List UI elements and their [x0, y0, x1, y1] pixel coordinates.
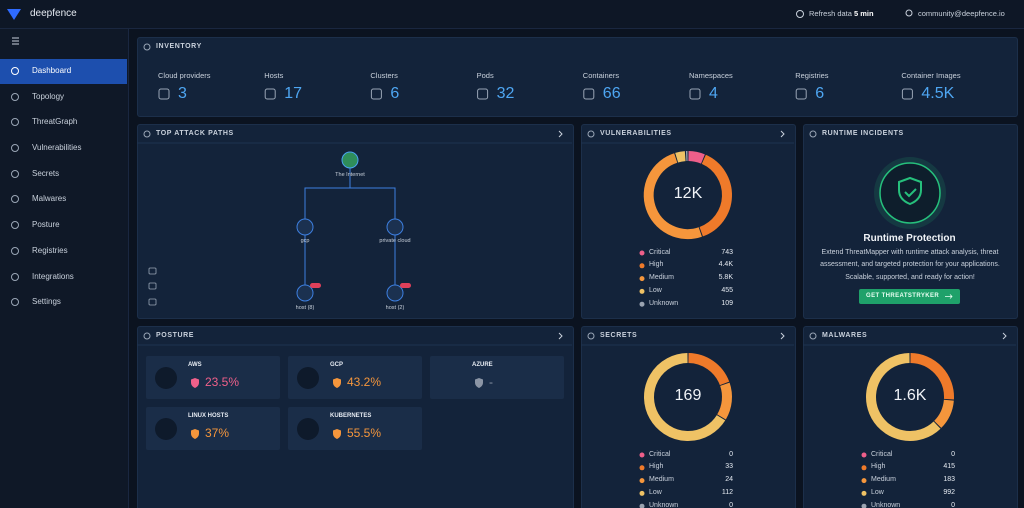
inventory-value: 32	[496, 85, 515, 102]
legend-label: High	[871, 463, 886, 471]
legend-label: Medium	[649, 476, 674, 484]
refresh-label[interactable]: Refresh data	[809, 9, 852, 18]
provider-name: KUBERNETES	[330, 413, 372, 419]
nav-item[interactable]: Secrets	[32, 169, 60, 178]
panel-title: POSTURE	[156, 332, 195, 339]
legend-value: 5.8K	[718, 274, 733, 282]
panel-title: RUNTIME INCIDENTS	[822, 130, 904, 137]
nav-item[interactable]: ThreatGraph	[32, 117, 78, 126]
panel	[137, 37, 1018, 117]
legend-label: Low	[649, 488, 662, 496]
legend-value: 455	[721, 286, 733, 294]
legend-label: Low	[649, 286, 662, 294]
inventory-label: Cloud providers	[158, 71, 211, 80]
runtime-heading: Runtime Protection	[863, 233, 956, 244]
legend-value: 24	[725, 476, 733, 484]
donut-total: 12K	[673, 185, 703, 202]
inventory-label: Pods	[476, 71, 494, 80]
cta-button[interactable]	[859, 289, 960, 304]
panel	[137, 124, 574, 319]
panel-title: VULNERABILITIES	[600, 130, 672, 137]
panel-title: TOP ATTACK PATHS	[156, 130, 234, 137]
inventory-value: 4	[709, 85, 718, 102]
legend-label: Unknown	[871, 501, 901, 508]
inventory-value: 17	[284, 85, 302, 102]
nav-item[interactable]: Vulnerabilities	[32, 143, 82, 152]
panel	[581, 124, 796, 319]
provider-score: 37%	[205, 426, 230, 440]
user[interactable]: community@deepfence.io	[918, 9, 1005, 18]
inventory-value: 3	[178, 85, 187, 102]
legend-value: 109	[721, 299, 733, 307]
legend-value: 112	[721, 488, 733, 496]
provider-score: 43.2%	[347, 375, 382, 389]
legend-value: 415	[943, 463, 955, 471]
provider-score: 55.5%	[347, 426, 382, 440]
legend-label: Critical	[649, 450, 671, 458]
legend-value: 183	[943, 476, 955, 484]
inventory-label: Namespaces	[689, 71, 733, 80]
provider-name: AWS	[188, 362, 202, 368]
runtime-text: Extend ThreatMapper with runtime attack …	[820, 249, 1000, 281]
legend-label: Medium	[871, 476, 896, 484]
legend-value: 0	[951, 501, 955, 508]
sidebar	[0, 29, 129, 508]
legend-label: Unknown	[649, 501, 679, 508]
legend-label: High	[649, 463, 664, 471]
provider-name: LINUX HOSTS	[188, 413, 229, 419]
panel	[803, 326, 1018, 508]
panel-title: MALWARES	[822, 332, 868, 339]
nav-item[interactable]: Dashboard	[32, 66, 72, 75]
legend-label: Medium	[649, 274, 674, 282]
cta-label[interactable]: GET THREATSTRYKER	[866, 293, 940, 299]
brand: deepfence	[30, 8, 77, 19]
legend-value: 0	[729, 450, 733, 458]
legend-value: 0	[951, 450, 955, 458]
posture-card[interactable]	[430, 356, 564, 399]
nav-item[interactable]: Integrations	[32, 272, 74, 281]
legend-value: 0	[729, 501, 733, 508]
inventory-label: Clusters	[370, 71, 398, 80]
legend-value: 33	[725, 463, 733, 471]
inventory-value: 6	[815, 85, 825, 102]
nav-active	[0, 59, 127, 84]
provider-name: GCP	[330, 362, 344, 368]
provider-score: -	[489, 375, 493, 389]
top-bar	[0, 0, 1024, 29]
panel-title: INVENTORY	[156, 43, 202, 50]
inventory-value: 4.5K	[921, 85, 955, 102]
donut-total: 1.6K	[893, 387, 927, 404]
panel-title: SECRETS	[600, 332, 638, 339]
legend-label: Low	[871, 488, 884, 496]
legend-label: Unknown	[649, 299, 679, 307]
inventory-label: Hosts	[264, 71, 284, 80]
provider-name: AZURE	[472, 362, 493, 368]
nav-item[interactable]: Topology	[32, 92, 65, 101]
inventory-label: Container Images	[901, 71, 961, 80]
legend-label: Critical	[649, 248, 671, 256]
inventory-label: Registries	[795, 71, 829, 80]
nav-item[interactable]: Registries	[32, 246, 68, 255]
donut-total: 169	[674, 387, 702, 404]
legend-label: High	[649, 261, 664, 269]
inventory-label: Containers	[582, 71, 620, 80]
inventory-value: 66	[602, 85, 621, 102]
nav-item[interactable]: Malwares	[32, 194, 67, 203]
legend-value: 4.4K	[718, 261, 733, 269]
nav-item[interactable]: Posture	[32, 220, 60, 229]
nav-item[interactable]: Settings	[32, 297, 61, 306]
legend-value: 992	[943, 488, 955, 496]
refresh-interval[interactable]: 5 min	[854, 9, 874, 18]
inventory-value: 6	[390, 85, 400, 102]
legend-label: Critical	[871, 450, 893, 458]
panel	[581, 326, 796, 508]
legend-value: 743	[721, 248, 733, 256]
provider-score: 23.5%	[205, 375, 240, 389]
